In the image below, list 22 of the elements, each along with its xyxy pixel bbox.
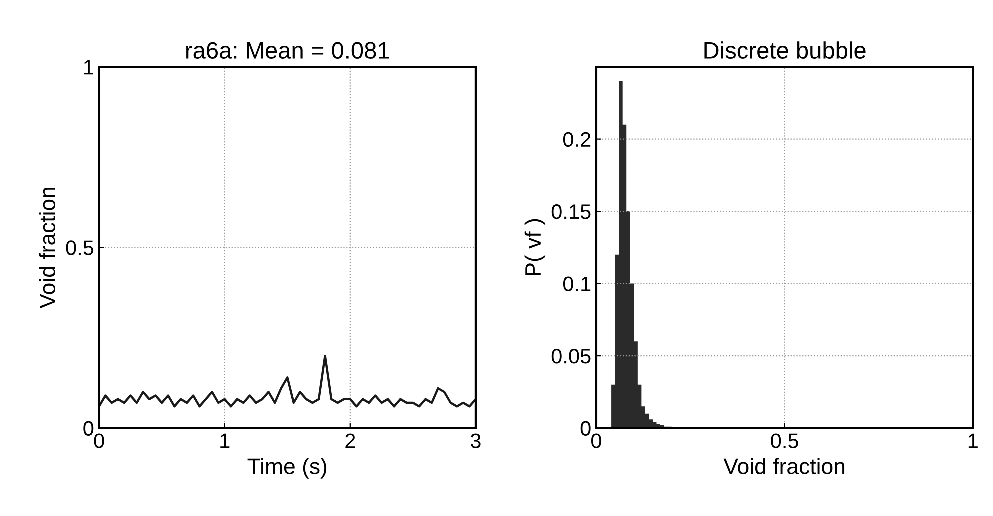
y-tick-label: 0 <box>84 421 94 436</box>
x-axis-title: Time (s) <box>248 458 327 479</box>
y-tick-label: 0.05 <box>552 349 591 364</box>
x-axis-title: Void fraction <box>724 458 845 474</box>
chart-title: ra6a: Mean = 0.081 <box>186 42 390 59</box>
x-tick-label: 0 <box>592 434 602 448</box>
y-tick-label: 0 <box>580 421 591 436</box>
x-tick-label: 2 <box>346 434 356 448</box>
y-axis-title: P( vf ) <box>524 219 546 276</box>
y-tick-label: 0.1 <box>563 276 591 292</box>
chart-title: Discrete bubble <box>704 42 866 59</box>
x-tick-label: 0.5 <box>771 434 798 448</box>
y-tick-label: 0.2 <box>563 132 591 148</box>
x-tick-label: 1 <box>968 434 978 448</box>
y-axis-title: Void fraction <box>39 188 56 309</box>
y-tick-label: 1 <box>84 60 94 75</box>
y-tick-label: 0.15 <box>552 204 591 220</box>
y-tick-label: 0.5 <box>66 240 94 256</box>
x-tick-label: 0 <box>94 434 104 448</box>
x-tick-label: 1 <box>220 434 230 448</box>
line-series <box>99 354 476 408</box>
x-tick-label: 3 <box>470 434 481 448</box>
